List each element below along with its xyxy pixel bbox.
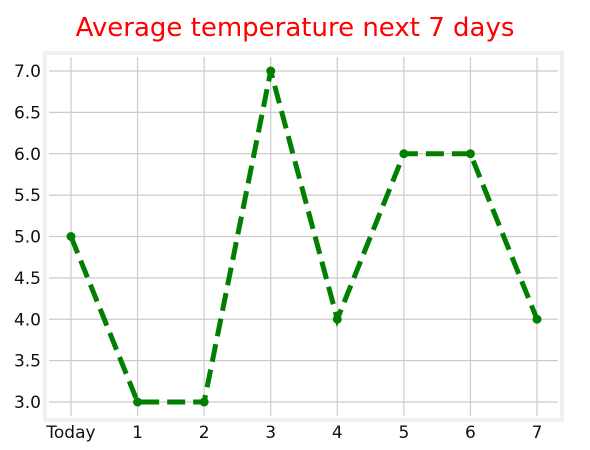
data-point bbox=[332, 314, 342, 324]
x-axis-tick-labels: Today 1 2 3 4 5 6 7 bbox=[45, 423, 542, 443]
x-tick-label: 2 bbox=[199, 423, 210, 443]
data-point bbox=[266, 66, 276, 76]
y-tick-label: 7.0 bbox=[14, 62, 41, 82]
y-tick-label: 6.5 bbox=[14, 103, 41, 123]
series-line bbox=[68, 70, 540, 405]
data-point bbox=[399, 149, 409, 159]
x-tick-label: 5 bbox=[398, 423, 409, 443]
data-point bbox=[465, 149, 475, 159]
x-tick-label: 3 bbox=[265, 423, 276, 443]
y-tick-label: 3.0 bbox=[14, 393, 41, 413]
series-line-layer bbox=[68, 70, 540, 405]
data-points bbox=[66, 66, 542, 407]
y-tick-label: 6.0 bbox=[14, 145, 41, 165]
x-tick-label: 1 bbox=[132, 423, 143, 443]
y-tick-label: 5.0 bbox=[14, 228, 41, 248]
chart-title: Average temperature next 7 days bbox=[75, 13, 515, 43]
y-tick-label: 5.5 bbox=[14, 186, 41, 206]
x-tick-label: 6 bbox=[465, 423, 476, 443]
x-tick-label: 7 bbox=[532, 423, 543, 443]
y-axis-tick-labels: 3.0 3.5 4.0 4.5 5.0 5.5 6.0 6.5 7.0 bbox=[14, 62, 41, 413]
y-tick-label: 3.5 bbox=[14, 352, 41, 372]
data-point bbox=[66, 232, 76, 241]
y-tick-label: 4.5 bbox=[14, 269, 41, 289]
data-point bbox=[199, 397, 209, 407]
data-point bbox=[133, 397, 143, 407]
x-tick-label: Today bbox=[45, 423, 95, 443]
data-point bbox=[532, 314, 542, 324]
x-tick-label: 4 bbox=[332, 423, 343, 443]
y-tick-label: 4.0 bbox=[14, 310, 41, 330]
